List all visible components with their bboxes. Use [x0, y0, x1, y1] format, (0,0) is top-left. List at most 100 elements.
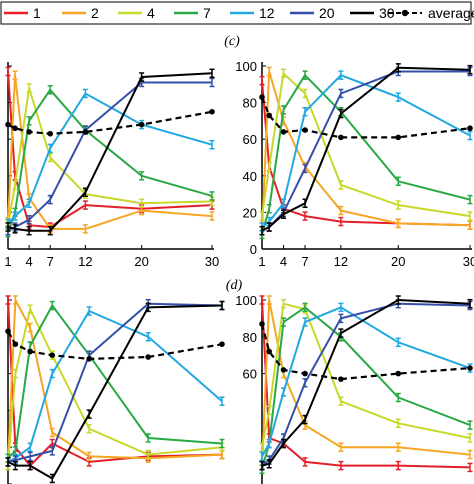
series-line-12 — [7, 92, 213, 225]
data-point — [12, 341, 19, 347]
data-point — [82, 129, 89, 135]
series-line-20 — [7, 81, 212, 232]
data-point — [395, 134, 402, 141]
data-point — [47, 130, 54, 137]
data-point — [5, 328, 11, 335]
x-tick-label: 20 — [391, 254, 405, 269]
series-30 — [5, 68, 215, 236]
y-tick-label: 60 — [243, 367, 257, 382]
series-line-20 — [261, 302, 471, 467]
series-line-average — [260, 96, 471, 139]
data-point — [209, 108, 215, 115]
legend-box — [0, 1, 472, 25]
series-12 — [259, 70, 473, 232]
series-30 — [5, 300, 225, 484]
series-average — [259, 94, 473, 141]
data-point — [219, 341, 225, 347]
legend-label-4: 4 — [147, 5, 155, 21]
x-tick-label: 1 — [258, 254, 265, 269]
series-line-30 — [261, 299, 471, 467]
series-line-7 — [7, 304, 223, 459]
series-line-1 — [261, 299, 471, 469]
series-line-2 — [7, 299, 223, 462]
series-line-12 — [261, 74, 471, 228]
data-point — [86, 356, 92, 362]
data-point — [467, 365, 473, 371]
series-line-1 — [261, 80, 471, 227]
series-line-2 — [261, 299, 471, 466]
series-1 — [259, 75, 473, 230]
legend-label-1: 1 — [33, 5, 41, 21]
legend-label-average: average — [428, 5, 474, 21]
data-point — [395, 370, 402, 377]
chart-panel-4: 60 80 100 — [235, 293, 473, 484]
data-point — [145, 354, 152, 360]
data-point — [27, 348, 33, 355]
legend-label-12: 12 — [259, 5, 275, 21]
chart-panel-1: 1 4 7 12 20 30 — [4, 62, 219, 269]
series-line-30 — [261, 66, 471, 232]
panel-label-d: (d) — [226, 278, 243, 293]
x-tick-label: 12 — [78, 254, 92, 269]
y-tick-label: 100 — [235, 59, 257, 74]
data-point — [302, 370, 308, 377]
chart-panel-2: 1 4 7 12 20 30 0 20 40 60 80 100 — [235, 59, 474, 269]
data-point — [12, 125, 18, 132]
y-tick-label: 80 — [243, 330, 257, 345]
x-tick-label: 7 — [47, 254, 54, 269]
data-point — [280, 129, 287, 135]
data-point — [280, 367, 287, 373]
series-line-average — [7, 330, 223, 360]
legend-label-20: 20 — [319, 5, 335, 21]
legend: 1 2 4 7 12 20 30 average — [0, 1, 474, 25]
data-point — [266, 348, 272, 355]
x-tick-label: 7 — [301, 254, 308, 269]
data-point — [138, 121, 145, 128]
x-tick-label: 4 — [280, 254, 287, 269]
data-point — [302, 127, 308, 133]
data-point — [26, 129, 32, 135]
y-tick-label: 60 — [243, 132, 257, 147]
x-tick-label: 30 — [463, 254, 474, 269]
series-2 — [5, 70, 215, 234]
legend-label-7: 7 — [203, 5, 211, 21]
x-tick-label: 1 — [4, 254, 11, 269]
series-7 — [259, 70, 473, 240]
x-tick-label: 4 — [25, 254, 32, 269]
series-20 — [5, 77, 215, 236]
x-tick-label: 12 — [334, 254, 348, 269]
series-4 — [259, 68, 473, 221]
legend-label-2: 2 — [91, 5, 99, 21]
panel-label-c: (c) — [224, 34, 240, 49]
series-line-average — [7, 110, 213, 135]
series-line-7 — [261, 306, 471, 470]
series-average — [5, 108, 215, 137]
legend-label-30: 30 — [379, 5, 395, 21]
series-30 — [259, 295, 473, 471]
data-point — [338, 134, 344, 141]
y-tick-label: 100 — [235, 293, 257, 308]
legend-marker-average — [401, 9, 409, 17]
data-point — [49, 352, 56, 359]
data-point — [259, 94, 265, 100]
series-line-4 — [261, 302, 471, 448]
series-12 — [259, 302, 473, 462]
data-point — [338, 376, 344, 382]
y-tick-label: 20 — [243, 205, 257, 220]
series-20 — [259, 298, 473, 471]
data-point — [266, 112, 272, 119]
chart-panel-3 — [5, 295, 225, 484]
x-tick-label: 30 — [205, 254, 219, 269]
data-point — [467, 125, 473, 132]
data-point — [5, 121, 11, 128]
data-point — [259, 321, 265, 327]
series-30 — [259, 63, 473, 236]
series-average — [5, 328, 225, 362]
series-average — [259, 321, 473, 382]
y-tick-label: 40 — [243, 169, 257, 184]
series-line-average — [260, 323, 471, 381]
y-tick-label: 0 — [250, 242, 257, 257]
y-tick-label: 80 — [243, 96, 257, 111]
